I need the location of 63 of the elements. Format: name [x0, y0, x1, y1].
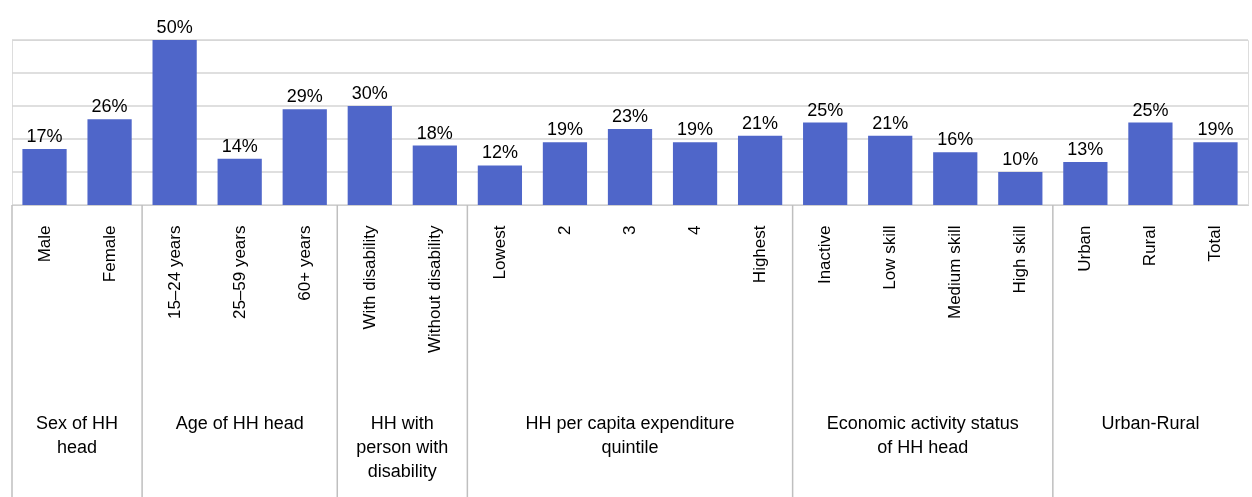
bar	[347, 106, 392, 205]
text: HH per capita expenditure quintile	[525, 413, 735, 457]
x-tick-label: High skill	[1010, 225, 1030, 294]
data-label: 14%	[221, 135, 258, 156]
data-label: 19%	[546, 119, 583, 140]
bar	[868, 135, 913, 205]
data-label: 25%	[807, 99, 844, 120]
data-label: 30%	[351, 83, 388, 103]
data-label: 19%	[677, 119, 714, 140]
bar	[282, 109, 327, 205]
bar	[477, 165, 523, 205]
x-tick-label: 60+ years	[294, 225, 314, 301]
x-tick-label: 4	[685, 225, 705, 235]
data-label: 17%	[26, 125, 63, 146]
bar	[217, 158, 262, 205]
bar	[152, 40, 197, 205]
data-label: 19%	[1197, 119, 1234, 140]
data-label: 12%	[481, 142, 518, 163]
x-tick-label: Highest	[750, 225, 770, 284]
data-label: 16%	[937, 129, 974, 150]
bar	[672, 142, 718, 205]
x-tick-label: Without disability	[424, 225, 444, 354]
text: Sex of HH head	[36, 413, 119, 457]
bar	[1193, 142, 1238, 205]
x-tick-label: With disability	[359, 225, 379, 330]
data-label: 13%	[1067, 139, 1104, 160]
bar	[412, 145, 457, 205]
x-tick-label: Female	[99, 225, 119, 283]
data-label: 10%	[1002, 149, 1039, 169]
data-label: 25%	[1132, 99, 1169, 120]
x-tick-label: Total	[1205, 225, 1225, 262]
data-label: 18%	[416, 122, 453, 143]
x-tick-label: 15–24 years	[164, 225, 184, 320]
bar	[1128, 122, 1173, 205]
bar	[22, 148, 67, 205]
bar	[737, 135, 783, 205]
bar	[1063, 162, 1108, 205]
text: HH with person with disability	[356, 413, 449, 481]
x-tick-label: Lowest	[489, 225, 509, 280]
bar	[803, 122, 848, 205]
data-label: 26%	[91, 96, 128, 117]
x-tick-label: Inactive	[815, 225, 835, 285]
bar	[87, 119, 132, 205]
x-tick-label: Rural	[1140, 225, 1160, 267]
x-tick-label: Low skill	[880, 225, 900, 290]
x-tick-label: 3	[620, 225, 639, 235]
data-label: 23%	[611, 106, 649, 127]
bar	[542, 142, 588, 205]
data-label: 50%	[156, 17, 193, 37]
text: Age of HH head	[175, 413, 304, 433]
x-tick-label: 2	[554, 225, 574, 235]
data-label: 29%	[286, 86, 323, 107]
x-tick-label: Male	[34, 225, 54, 263]
text: Urban-Rural	[1101, 413, 1200, 433]
bar	[607, 129, 653, 205]
bar	[933, 152, 978, 205]
text: Economic activity status of HH head	[826, 413, 1019, 457]
x-tick-label: Medium skill	[945, 225, 965, 320]
x-tick-label: 25–59 years	[229, 225, 249, 320]
data-label: 21%	[872, 112, 909, 133]
data-label: 21%	[742, 112, 779, 133]
bar	[998, 172, 1043, 205]
x-tick-label: Urban	[1075, 225, 1095, 272]
